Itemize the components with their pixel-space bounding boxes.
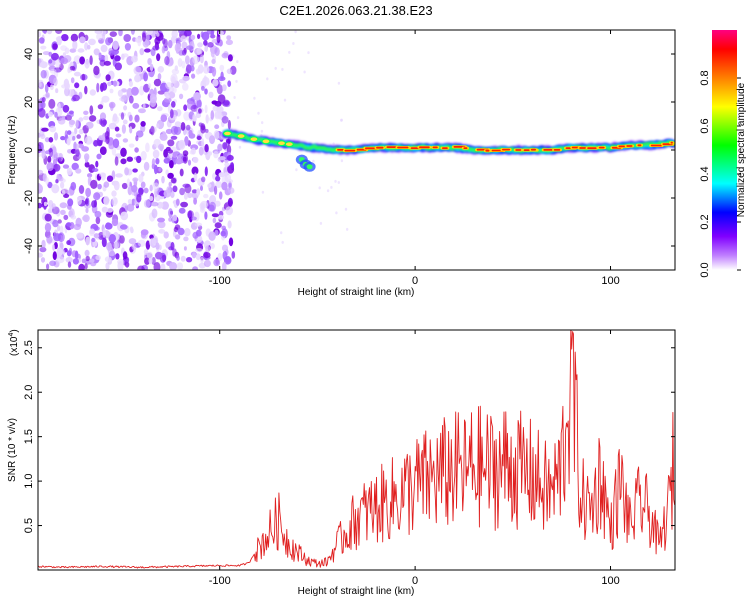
colorbar-tick-label: 0.6 [699, 118, 711, 133]
bottom-panel: -100 0 100 0.5 1.0 1.5 2.0 2.5 Height of straig… [7, 329, 676, 597]
bottom-x-tick-label: 100 [601, 575, 619, 587]
bottom-x-tick-label: -100 [209, 575, 231, 587]
bottom-y-tick-label: 2.5 [23, 340, 35, 355]
top-y-tick-label: -40 [23, 238, 35, 254]
top-y-axis-label: Frequency (Hz) [7, 116, 18, 185]
top-y-tick-label: 40 [23, 48, 35, 60]
top-x-tick-label: 100 [601, 275, 619, 287]
colorbar-gradient [712, 30, 737, 270]
signal-early-blob [261, 138, 271, 145]
bottom-x-axis-label: Height of straight line (km) [298, 586, 415, 597]
bottom-y-axis-label: SNR (10 * v/v) [7, 418, 18, 482]
bottom-ticks: -100 0 100 0.5 1.0 1.5 2.0 2.5 [23, 330, 675, 587]
top-y-tick-label: 0 [23, 147, 35, 153]
top-x-axis-label: Height of straight line (km) [298, 287, 415, 298]
snr-series-line [38, 330, 675, 569]
bottom-y-tick-label: 2.0 [23, 385, 35, 400]
signal-early-blob [236, 133, 246, 140]
signal-early-blob [276, 140, 287, 147]
signal-early-blob [222, 130, 233, 137]
bottom-y-tick-label: 1.0 [23, 473, 35, 488]
signal-track [222, 129, 675, 155]
bottom-axes-frame [37, 329, 676, 571]
colorbar-label: Normalized spectral amplitude [736, 82, 747, 217]
signal-early-blob [284, 141, 294, 148]
top-panel: -100 0 100 -40 -20 0 20 40 Height of straight l… [7, 29, 676, 298]
colorbar: 0.0 0.2 0.4 0.6 0.8 Normalized spectral ampl… [699, 30, 747, 278]
bottom-plot-area [38, 330, 675, 569]
chart-title: C2E1.2026.063.21.38.E23 [279, 3, 432, 18]
top-x-tick-label: -100 [209, 275, 231, 287]
signal-track-core [222, 130, 675, 153]
colorbar-tick-label: 0.8 [699, 70, 711, 85]
colorbar-tick-label: 0.2 [699, 214, 711, 229]
colorbar-ticks: 0.0 0.2 0.4 0.6 0.8 [699, 70, 741, 278]
top-y-tick-label: -20 [23, 190, 35, 206]
top-ticks: -100 0 100 -40 -20 0 20 40 [23, 30, 675, 287]
noise-speckle-region [38, 30, 349, 270]
top-y-tick-label: 20 [23, 96, 35, 108]
bottom-y-tick-label: 0.5 [23, 518, 35, 533]
bottom-y-tick-label: 1.5 [23, 429, 35, 444]
colorbar-tick-label: 0.0 [699, 262, 711, 277]
signal-early-blob [249, 136, 259, 143]
y-multiplier-label: (x104) [8, 329, 20, 356]
top-plot-area [38, 30, 675, 270]
bottom-x-tick-label: 0 [412, 575, 418, 587]
secondary-blob-core [306, 164, 313, 170]
top-x-tick-label: 0 [412, 275, 418, 287]
secondary-blob [295, 154, 316, 172]
colorbar-tick-label: 0.4 [699, 166, 711, 181]
